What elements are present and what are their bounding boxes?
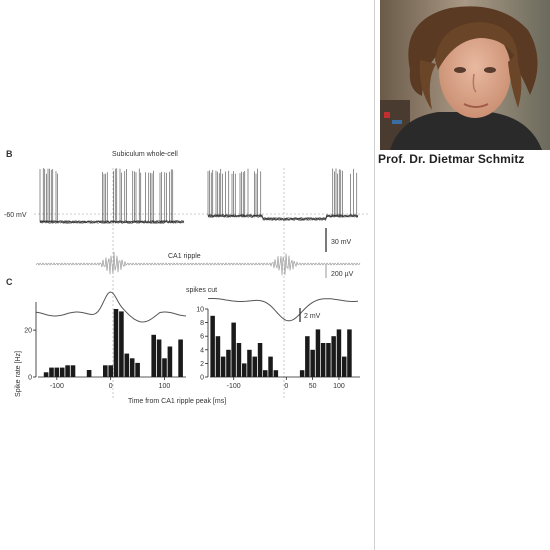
figure-panel: B Subiculum whole-cell -60 mV 30 mV CA1 … bbox=[4, 0, 375, 550]
y-tick-label: 2 bbox=[200, 361, 204, 368]
ripple-trace bbox=[35, 251, 361, 276]
figure-svg: B Subiculum whole-cell -60 mV 30 mV CA1 … bbox=[4, 149, 370, 405]
x-tick-label: 100 bbox=[159, 383, 171, 390]
histogram-bar bbox=[129, 358, 135, 378]
histogram-bar bbox=[162, 358, 167, 378]
portrait-photo bbox=[380, 0, 550, 150]
histogram-bar bbox=[151, 334, 156, 377]
voltage-scale-label: 30 mV bbox=[331, 239, 352, 246]
y-tick-label: 6 bbox=[200, 334, 204, 341]
histogram-bar bbox=[320, 343, 326, 377]
average-trace-left bbox=[35, 291, 187, 323]
histogram-bar bbox=[220, 356, 226, 377]
spikes-cut-label: spikes cut bbox=[186, 287, 217, 294]
histogram-bar bbox=[336, 329, 342, 377]
small-scale-label: 2 mV bbox=[304, 313, 321, 320]
y-tick-label: 8 bbox=[200, 320, 204, 327]
x-tick-label: 100 bbox=[333, 383, 345, 390]
histogram-right: -100 0 50 100 0 2 4 6 8 10 bbox=[196, 307, 360, 390]
histogram-bar bbox=[231, 322, 236, 377]
histogram-bar bbox=[226, 349, 231, 377]
histogram-bar bbox=[210, 315, 215, 377]
histogram-bar bbox=[135, 362, 140, 377]
y-tick-label: 20 bbox=[24, 328, 32, 335]
histogram-bar bbox=[315, 329, 321, 377]
histogram-bar bbox=[124, 353, 130, 377]
histogram-bar bbox=[236, 343, 242, 377]
histogram-bar bbox=[119, 311, 124, 377]
whole-cell-sweep bbox=[207, 214, 359, 222]
histogram-bar bbox=[268, 356, 273, 377]
whole-cell-title: Subiculum whole-cell bbox=[112, 151, 178, 158]
histogram-bar bbox=[252, 356, 257, 377]
histogram-bar bbox=[247, 349, 252, 377]
histogram-bar bbox=[70, 365, 76, 377]
histogram-bar bbox=[257, 343, 263, 377]
y-tick-label: 0 bbox=[200, 375, 204, 382]
whole-cell-trace-right bbox=[207, 168, 359, 222]
membrane-potential-label: -60 mV bbox=[4, 212, 27, 219]
histogram-bar bbox=[347, 329, 352, 377]
histogram-bar bbox=[305, 336, 310, 377]
histogram-bar bbox=[49, 367, 54, 377]
histogram-bar bbox=[156, 339, 162, 377]
histogram-bar bbox=[65, 365, 70, 377]
ripple-scale-label: 200 µV bbox=[331, 271, 354, 278]
portrait-caption: Prof. Dr. Dietmar Schmitz bbox=[378, 152, 525, 166]
histogram-bar bbox=[215, 336, 221, 377]
panel-b-label: B bbox=[6, 149, 13, 159]
y-tick-label: 10 bbox=[196, 307, 204, 314]
ripple-title: CA1 ripple bbox=[168, 253, 201, 260]
average-trace-right bbox=[207, 298, 359, 322]
histogram-bar bbox=[86, 370, 92, 377]
y-tick-label: 0 bbox=[28, 375, 32, 382]
x-tick-label: 0 bbox=[109, 383, 113, 390]
histogram-bar bbox=[108, 365, 113, 377]
portrait-image bbox=[380, 0, 550, 150]
y-tick-label: 4 bbox=[200, 347, 204, 354]
x-tick-label: 0 bbox=[284, 383, 288, 390]
histogram-bar bbox=[299, 370, 305, 377]
histogram-bar bbox=[310, 349, 315, 377]
x-tick-label: -100 bbox=[50, 383, 64, 390]
y-axis-label: Spike rate [Hz] bbox=[15, 351, 22, 397]
histogram-bar bbox=[178, 339, 183, 377]
histogram-bar bbox=[113, 309, 119, 377]
x-tick-label: 50 bbox=[309, 383, 317, 390]
x-axis-label: Time from CA1 ripple peak [ms] bbox=[128, 398, 226, 405]
histogram-bar bbox=[43, 372, 49, 377]
histogram-bar bbox=[263, 370, 268, 377]
histogram-bar bbox=[331, 336, 336, 377]
histogram-bar bbox=[59, 367, 65, 377]
histogram-bar bbox=[167, 346, 173, 377]
histogram-bar bbox=[103, 365, 108, 377]
panel-c-label: C bbox=[6, 277, 13, 287]
histogram-bar bbox=[326, 343, 331, 377]
histogram-bar bbox=[54, 367, 60, 377]
histogram-bar bbox=[342, 356, 347, 377]
x-tick-label: -100 bbox=[227, 383, 241, 390]
histogram-bar bbox=[273, 370, 279, 377]
histogram-bar bbox=[242, 363, 247, 377]
histogram-left: -100 0 100 0 20 bbox=[24, 302, 186, 390]
whole-cell-trace-left bbox=[39, 168, 185, 224]
